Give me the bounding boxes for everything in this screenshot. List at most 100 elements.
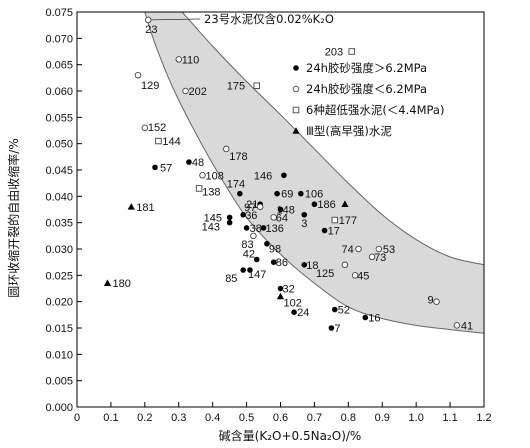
x-tick-label: 1.1 — [442, 412, 457, 424]
y-tick-label: 0.065 — [45, 60, 73, 72]
point-filled-circle — [331, 306, 338, 313]
point-filled-circle — [301, 262, 308, 268]
axes — [76, 11, 485, 408]
point-open-circle — [222, 145, 230, 153]
point-filled-circle — [277, 206, 284, 213]
point-filled-circle — [321, 227, 328, 234]
point-label: 145 — [204, 212, 222, 224]
point-label: 18 — [306, 260, 318, 272]
x-tick-label: 0.1 — [103, 412, 118, 424]
point-label: 52 — [338, 305, 350, 317]
point-label: 98 — [269, 244, 281, 256]
x-tick-label: 1.0 — [409, 412, 424, 424]
point-label: 136 — [266, 223, 284, 235]
point-label: 181 — [136, 202, 154, 214]
point-filled-circle — [274, 190, 280, 197]
point-open-circle — [134, 71, 142, 79]
x-tick-label: 0.3 — [171, 412, 186, 424]
point-label: 17 — [328, 226, 340, 238]
point-label: 129 — [141, 80, 159, 92]
point-label: 23 — [145, 24, 157, 36]
point-open-square — [155, 137, 162, 145]
point-label: 102 — [284, 297, 302, 309]
annotation: 23号水泥仅含0.02%K₂O — [151, 12, 334, 26]
confidence-band — [144, 11, 485, 334]
point-label: 42 — [243, 249, 255, 261]
y-tick-label: 0.040 — [45, 191, 73, 203]
point-open-circle — [199, 172, 206, 179]
y-tick-label: 0.015 — [45, 323, 73, 335]
y-axis-title: 圆环收缩开裂的自由收缩率/% — [6, 138, 21, 297]
point-filled-circle — [281, 172, 287, 179]
point-open-circle — [368, 253, 376, 261]
point-open-square — [331, 216, 339, 224]
point-label: 64 — [276, 212, 288, 224]
point-label: 74 — [342, 244, 354, 256]
point-filled-triangle — [127, 203, 135, 210]
point-open-square — [195, 185, 203, 192]
point-filled-circle — [243, 225, 250, 231]
y-tick-label: 0.050 — [45, 139, 73, 151]
point-filled-circle — [253, 256, 260, 263]
point-open-circle — [341, 261, 349, 269]
point-label: 36 — [245, 210, 257, 222]
point-label: 174 — [227, 179, 245, 191]
point-label: 202 — [189, 86, 207, 98]
point-label: 175 — [227, 81, 245, 93]
x-tick-label: 0.4 — [205, 412, 220, 424]
point-filled-circle — [264, 240, 270, 247]
legend-label: 24h胶砂强度＞6.2MPa — [306, 61, 427, 75]
legend-marker — [292, 127, 300, 134]
x-tick-label: 0.7 — [307, 412, 322, 424]
point-filled-circle — [186, 159, 192, 165]
point-label: 3 — [301, 218, 307, 230]
point-label: 45 — [357, 270, 369, 282]
legend-marker — [292, 106, 300, 114]
point-open-circle — [351, 272, 359, 279]
band-upper-edge — [181, 11, 485, 266]
point-filled-circle — [298, 190, 304, 197]
point-filled-triangle — [341, 200, 349, 208]
tick-labels: 0 0.1 0.2 0.3 0.4 0.5 0.6 0.7 0.8 0.9 1.0 1.1 1.2 0.0… — [45, 7, 491, 424]
y-tick-label: 0.005 — [45, 376, 73, 388]
point-filled-circle — [270, 259, 277, 265]
y-tick-label: 0.030 — [45, 244, 73, 256]
point-filled-circle — [240, 211, 246, 218]
point-label: 143 — [202, 222, 220, 234]
point-label: 85 — [225, 273, 237, 285]
point-label: 108 — [205, 170, 223, 182]
point-label: 125 — [316, 268, 334, 280]
y-tick-label: 0.070 — [45, 33, 73, 45]
legend-label: 6种超低强水泥(＜4.4MPa) — [306, 103, 444, 117]
point-label: 73 — [374, 252, 386, 264]
point-filled-circle — [237, 190, 243, 197]
point-label: 57 — [160, 162, 172, 174]
point-label: 53 — [383, 244, 395, 256]
y-tick-label: 0.010 — [45, 349, 73, 361]
y-tick-label: 0.025 — [45, 270, 73, 282]
point-filled-circle — [362, 314, 369, 321]
point-label: 9 — [428, 295, 434, 307]
point-open-circle — [270, 214, 277, 221]
y-tick-label: 0.020 — [45, 297, 73, 309]
point-open-circle — [144, 16, 152, 24]
band-lower-edge — [144, 11, 485, 334]
legend: 24h胶砂强度＞6.2MPa 24h胶砂强度＜6.2MPa 6种超低强水泥(＜4.4… — [292, 61, 444, 138]
point-filled-triangle — [276, 292, 285, 300]
point-label: 146 — [254, 170, 272, 182]
legend-marker — [293, 65, 299, 71]
point-label: 178 — [229, 151, 247, 163]
point-label: 138 — [202, 186, 220, 198]
point-filled-circle — [226, 214, 233, 221]
point-open-square — [253, 82, 261, 89]
point-label: 48 — [192, 157, 204, 169]
y-tick-label: 0.000 — [45, 402, 73, 414]
point-label: 180 — [113, 278, 131, 290]
legend-marker — [292, 85, 300, 93]
point-label: 24 — [297, 307, 309, 319]
point-open-square — [348, 48, 355, 55]
point-open-circle — [433, 298, 440, 305]
y-tick-label: 0.035 — [45, 218, 73, 230]
annotation-text: 23号水泥仅含0.02%K₂O — [204, 12, 334, 26]
